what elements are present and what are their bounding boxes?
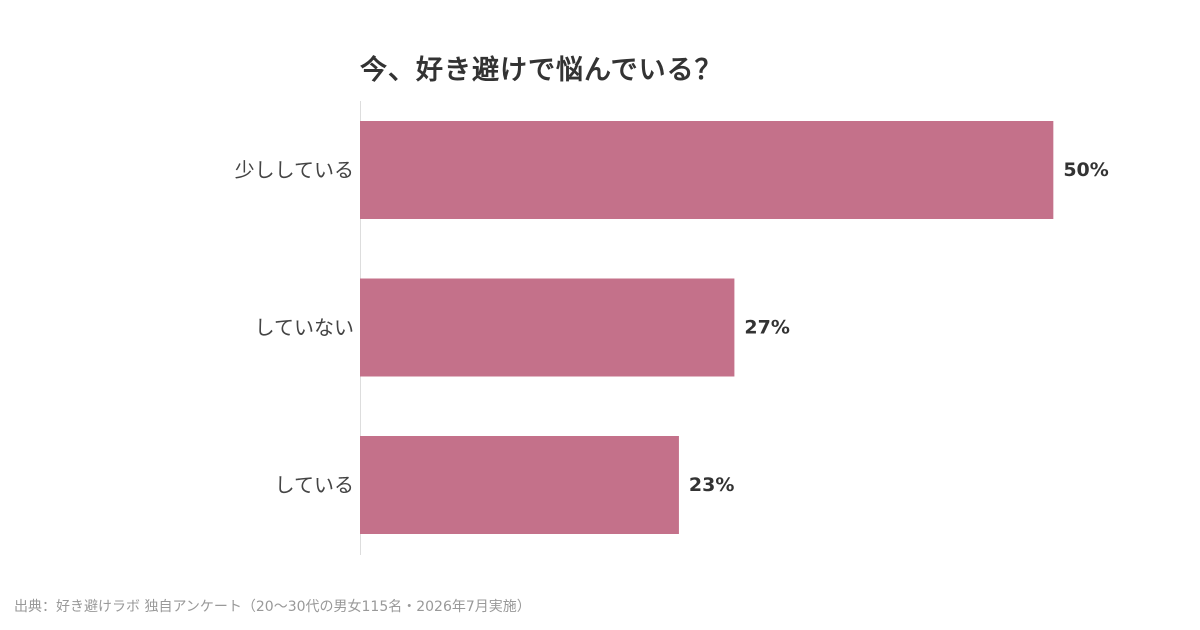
category-label-2: していない bbox=[255, 316, 354, 340]
bar-3 bbox=[360, 436, 679, 534]
bars-layer bbox=[360, 121, 1054, 534]
bar-1 bbox=[360, 121, 1054, 219]
category-label-1: 少ししている bbox=[235, 158, 354, 182]
source-note: 出典：好き避けラボ 独自アンケート（20〜30代の男女115名・2026年7月実… bbox=[14, 599, 531, 615]
value-label-1: 50% bbox=[1063, 159, 1108, 181]
value-label-3: 23% bbox=[689, 474, 734, 496]
value-label-2: 27% bbox=[744, 317, 789, 339]
chart-title: 今、好き避けで悩んでいる？ bbox=[360, 55, 723, 86]
labels-layer: 少ししている 50% していない 27% している 23% bbox=[235, 158, 1109, 497]
bar-2 bbox=[360, 278, 735, 377]
category-label-3: している bbox=[275, 473, 354, 497]
